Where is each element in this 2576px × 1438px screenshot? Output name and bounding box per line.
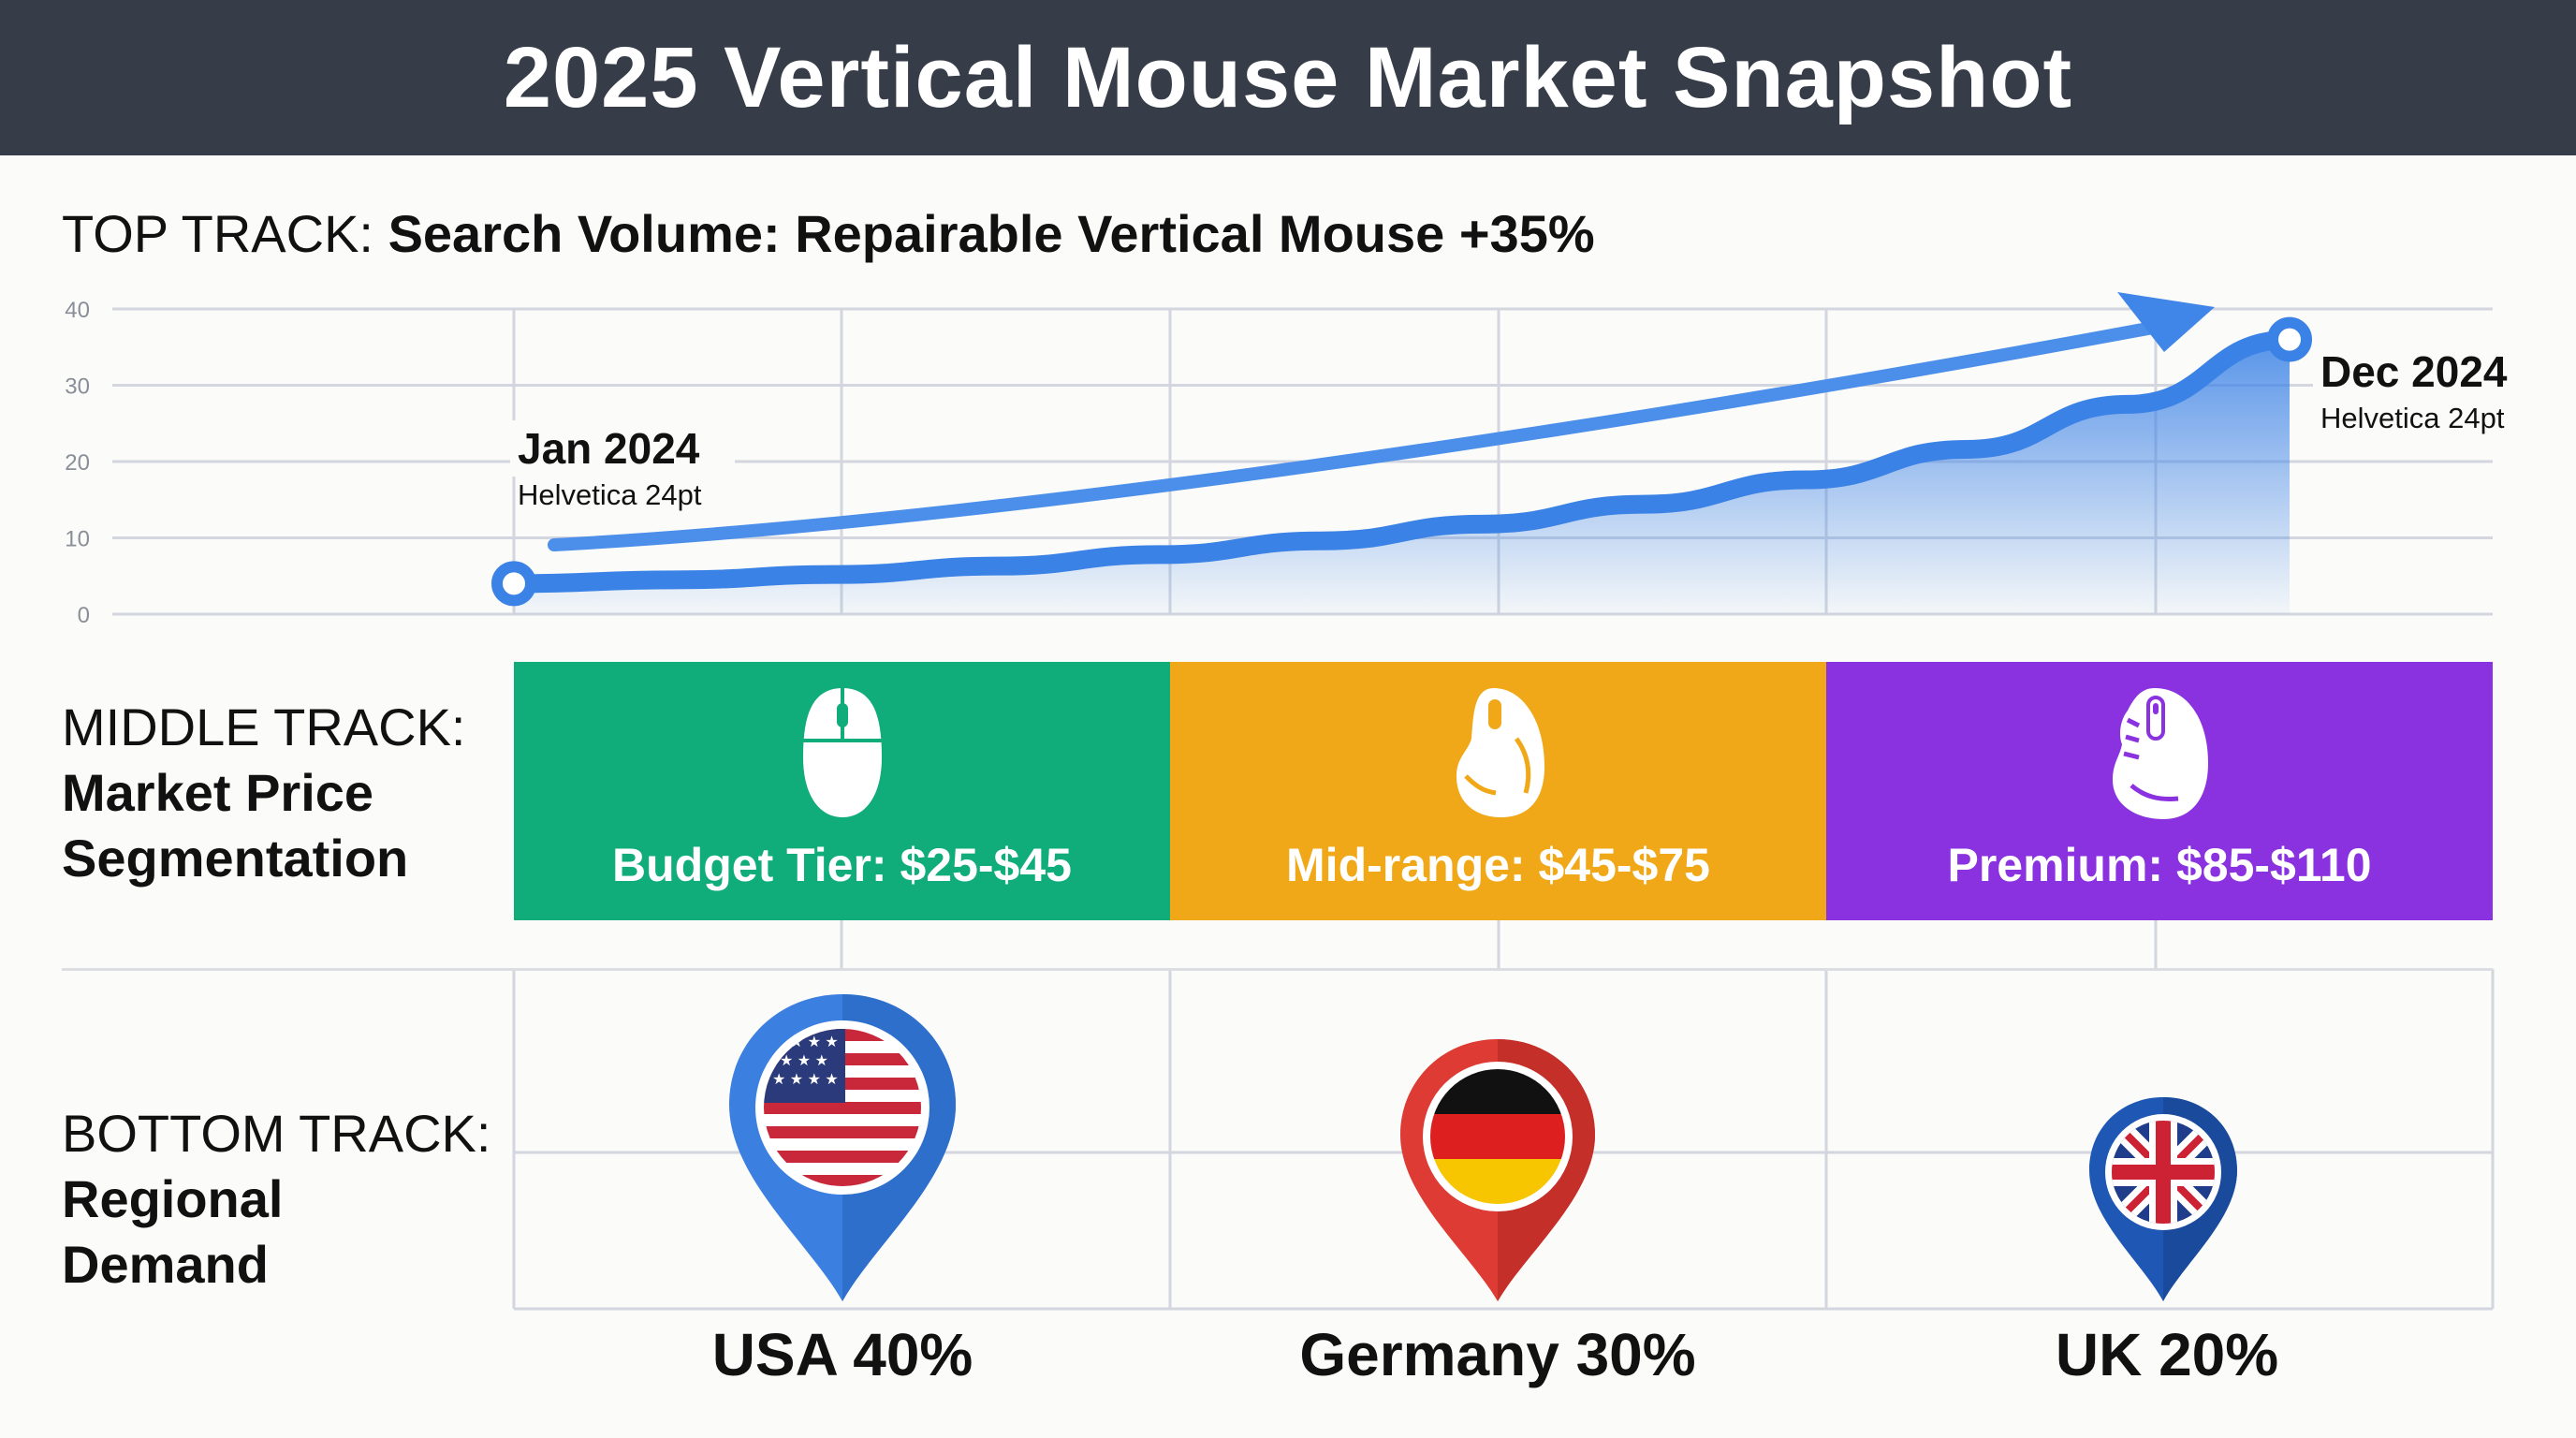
annotation-backdrop	[2313, 344, 2538, 400]
germany-pin-icon	[1400, 1039, 1595, 1301]
bottom-track-title-1: Regional	[62, 1169, 284, 1228]
chart-line	[505, 330, 2299, 594]
vertical-mouse-icon	[1456, 688, 1544, 817]
top-track-prefix: TOP TRACK:	[62, 204, 373, 263]
segment-label: Budget Tier: $25-$45	[612, 839, 1072, 891]
mouse-icon	[802, 688, 882, 817]
annotation-note: Helvetica 24pt	[2320, 402, 2505, 434]
top-track-heading: TOP TRACK: Search Volume: Repairable Ver…	[62, 201, 1595, 267]
y-tick-label: 30	[65, 374, 90, 400]
segment-label: Premium: $85-$110	[1947, 839, 2372, 891]
region-label-germany: Germany 30%	[1299, 1321, 1696, 1388]
track-divider	[62, 968, 2493, 971]
y-tick-label: 0	[78, 603, 90, 628]
svg-text:★ ★ ★ ★: ★ ★ ★ ★	[772, 1072, 839, 1088]
middle-track-title-1: Market Price	[62, 763, 374, 822]
region-label-uk: UK 20%	[2055, 1321, 2279, 1388]
page-title: 2025 Vertical Mouse Market Snapshot	[503, 29, 2073, 125]
bottom-track-prefix: BOTTOM TRACK:	[62, 1104, 491, 1163]
segment-label: Mid-range: $45-$75	[1286, 839, 1710, 891]
svg-text:★ ★ ★: ★ ★ ★	[780, 1053, 828, 1069]
middle-track-heading: MIDDLE TRACK: Market Price Segmentation	[62, 695, 465, 891]
y-tick-label: 40	[65, 298, 90, 323]
y-tick-label: 10	[65, 527, 90, 552]
bottom-track-title-2: Demand	[62, 1235, 269, 1294]
trend-arrow	[548, 321, 2159, 551]
usa-pin-icon: ★ ★ ★ ★★ ★ ★★ ★ ★ ★	[729, 994, 956, 1301]
middle-track-title-2: Segmentation	[62, 829, 409, 888]
region-label-usa: USA 40%	[711, 1321, 973, 1388]
chart-area-fill	[514, 339, 2290, 614]
y-tick-label: 20	[65, 450, 90, 476]
usa-flag-icon: ★ ★ ★ ★★ ★ ★★ ★ ★ ★	[764, 1029, 921, 1186]
middle-track-prefix: MIDDLE TRACK:	[62, 697, 466, 756]
annotation-backdrop	[510, 420, 735, 477]
trend-arrowhead	[2117, 292, 2215, 352]
uk-pin-icon	[2089, 1097, 2237, 1301]
annotation-date: Jan 2024	[518, 424, 700, 473]
annotation-date: Dec 2024	[2320, 347, 2508, 396]
gaming-mouse-icon	[2113, 688, 2208, 819]
top-track-title: Search Volume: Repairable Vertical Mouse…	[388, 204, 1595, 263]
bottom-track-heading: BOTTOM TRACK: Regional Demand	[62, 1101, 490, 1298]
data-point-marker	[2267, 316, 2312, 362]
annotation-note: Helvetica 24pt	[518, 478, 702, 511]
segment-midrange: Mid-range: $45-$75	[1170, 662, 1826, 920]
segment-budget: Budget Tier: $25-$45	[514, 662, 1170, 920]
segment-premium: Premium: $85-$110	[1826, 662, 2493, 920]
data-point-marker	[491, 561, 536, 607]
header-bar: 2025 Vertical Mouse Market Snapshot	[0, 0, 2576, 155]
